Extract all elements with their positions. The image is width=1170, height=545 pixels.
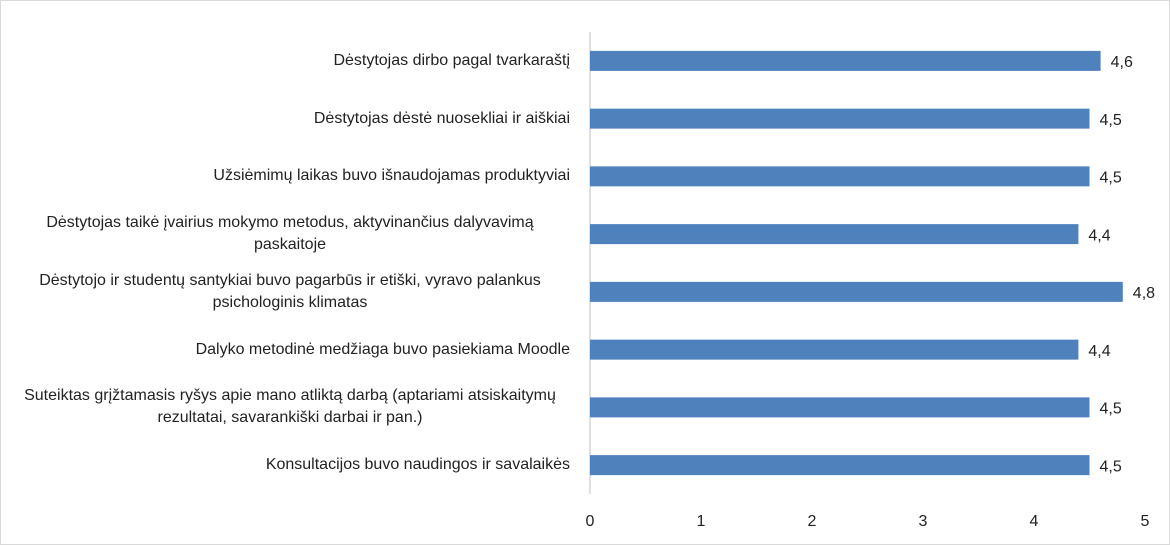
category-text: Dėstytojas taikė įvairius mokymo metodus…: [46, 214, 534, 254]
value-label: 4,6: [1111, 54, 1133, 71]
bar: [590, 397, 1090, 418]
x-tick-label: 4: [1030, 513, 1039, 530]
value-label: 4,5: [1100, 170, 1122, 187]
x-tick-label: 0: [586, 513, 595, 530]
value-label: 4,5: [1100, 112, 1122, 129]
x-tick-label: 1: [697, 513, 706, 530]
category-label: Dalyko metodinė medžiaga buvo pasiekiama…: [0, 339, 570, 361]
bar: [590, 166, 1090, 187]
category-text: Dalyko metodinė medžiaga buvo pasiekiama…: [195, 340, 570, 358]
category-label: Užsiėmimų laikas buvo išnaudojamas produ…: [0, 165, 570, 187]
category-label: Suteiktas grįžtamasis ryšys apie mano at…: [0, 385, 570, 429]
category-text: Dėstytojo ir studentų santykiai buvo pag…: [39, 271, 541, 311]
category-text: Užsiėmimų laikas buvo išnaudojamas produ…: [213, 167, 570, 185]
bar: [590, 455, 1090, 476]
category-text: Suteiktas grįžtamasis ryšys apie mano at…: [24, 387, 556, 427]
x-tick-label: 3: [919, 513, 928, 530]
category-label: Dėstytojas taikė įvairius mokymo metodus…: [0, 212, 570, 256]
category-text: Konsultacijos buvo naudingos ir savalaik…: [265, 456, 570, 474]
value-label: 4,8: [1133, 285, 1155, 302]
bar: [590, 108, 1090, 129]
value-label: 4,4: [1088, 343, 1110, 360]
category-label: Dėstytojas dėstė nuosekliai ir aiškiai: [0, 108, 570, 130]
bar: [590, 281, 1123, 302]
category-label: Dėstytojas dirbo pagal tvarkaraštį: [0, 50, 570, 72]
value-label: 4,4: [1088, 227, 1110, 244]
category-text: Dėstytojas dirbo pagal tvarkaraštį: [333, 51, 570, 69]
x-tick-label: 5: [1141, 513, 1150, 530]
category-label: Konsultacijos buvo naudingos ir savalaik…: [0, 454, 570, 476]
bar: [590, 339, 1079, 360]
value-label: 4,5: [1100, 458, 1122, 475]
x-tick-label: 2: [808, 513, 817, 530]
value-label: 4,5: [1100, 401, 1122, 418]
category-text: Dėstytojas dėstė nuosekliai ir aiškiai: [313, 109, 570, 127]
bar: [590, 224, 1079, 245]
bar: [590, 50, 1101, 71]
category-label: Dėstytojo ir studentų santykiai buvo pag…: [0, 270, 570, 314]
